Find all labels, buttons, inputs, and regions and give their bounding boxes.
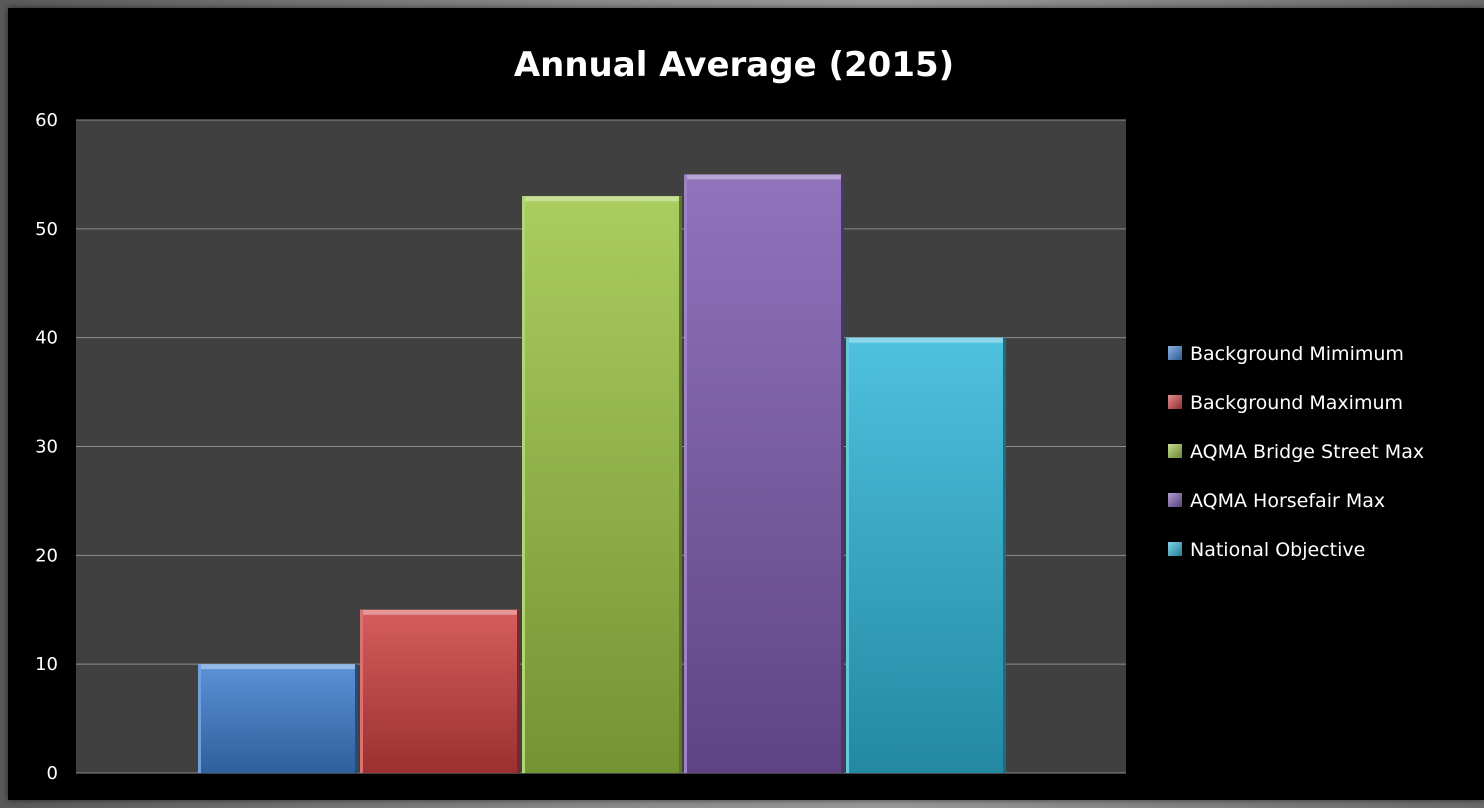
bar-bevel-highlight <box>522 196 682 202</box>
legend-label: National Objective <box>1190 539 1365 561</box>
bar-bevel-edge <box>841 174 844 773</box>
bar-bevel-highlight <box>684 174 844 180</box>
bar-bevel-edge <box>679 196 682 773</box>
legend-swatch <box>1168 493 1182 507</box>
legend-item: AQMA Bridge Street Max <box>1168 441 1424 463</box>
bar-bevel-edge <box>355 664 358 773</box>
bar-bevel-edge <box>684 174 687 773</box>
y-tick-label: 50 <box>35 219 58 240</box>
bar-bevel-highlight <box>846 337 1006 343</box>
legend-label: Background Maximum <box>1190 392 1403 414</box>
y-tick-label: 20 <box>35 545 58 566</box>
legend-label: AQMA Bridge Street Max <box>1190 441 1424 463</box>
y-tick-label: 30 <box>35 437 58 458</box>
bar-bevel-edge <box>517 609 520 773</box>
legend-swatch <box>1168 542 1182 556</box>
legend-swatch <box>1168 346 1182 360</box>
bar-bevel-edge <box>360 609 363 773</box>
y-tick-label: 40 <box>35 328 58 349</box>
chart-title: Annual Average (2015) <box>514 45 954 85</box>
bar-bevel-highlight <box>198 664 358 670</box>
bar-national-objective <box>846 337 1006 773</box>
bar-bevel-edge <box>1003 337 1006 773</box>
y-tick-label: 60 <box>35 110 58 131</box>
bar-aqma-horsefair-max <box>684 174 844 773</box>
legend-swatch <box>1168 444 1182 458</box>
bar-aqma-bridge-street-max <box>522 196 682 773</box>
legend-item: National Objective <box>1168 539 1365 561</box>
legend-label: AQMA Horsefair Max <box>1190 490 1385 512</box>
bar-chart: Annual Average (2015) 0 10 20 30 40 50 60 Back… <box>35 45 1424 784</box>
bar-background-mimimum <box>198 664 358 773</box>
legend-item: Background Maximum <box>1168 392 1403 414</box>
bar-bevel-edge <box>846 337 849 773</box>
legend: Background Mimimum Background Maximum AQMA… <box>1168 343 1424 561</box>
chart-container: Annual Average (2015) 0 10 20 30 40 50 60 Back… <box>8 8 1484 800</box>
legend-item: Background Mimimum <box>1168 343 1404 365</box>
y-tick-label: 0 <box>47 763 58 784</box>
bar-bevel-edge <box>522 196 525 773</box>
legend-swatch <box>1168 395 1182 409</box>
bar-bevel-highlight <box>360 609 520 615</box>
legend-label: Background Mimimum <box>1190 343 1404 365</box>
plot-area: 0 10 20 30 40 50 60 <box>35 110 1126 784</box>
legend-item: AQMA Horsefair Max <box>1168 490 1385 512</box>
bar-bevel-edge <box>198 664 201 773</box>
y-tick-label: 10 <box>35 654 58 675</box>
bar-background-maximum <box>360 609 520 773</box>
